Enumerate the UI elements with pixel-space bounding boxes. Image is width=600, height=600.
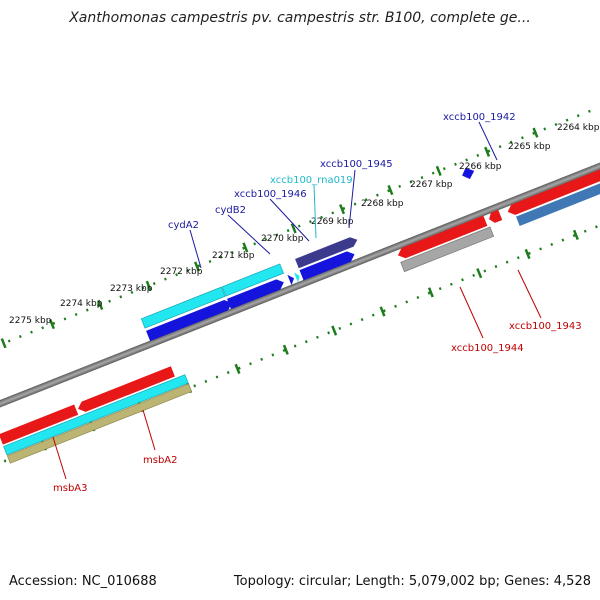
scale-label: 2268 kbp: [361, 199, 404, 209]
callout-xccb100_1946: [269, 198, 310, 242]
scale-label: 2269 kbp: [311, 217, 354, 227]
tick-mark: [0, 338, 7, 349]
gene-label-xccb100_1945[interactable]: xccb100_1945: [320, 159, 393, 170]
topology-text: Topology: circular; Length: 5,079,002 bp…: [233, 574, 591, 589]
gene-red-right[interactable]: [506, 162, 600, 217]
tick-mark: [387, 184, 394, 196]
gene-xccb100_1943[interactable]: [487, 209, 503, 225]
scale-label: 2267 kbp: [410, 180, 453, 190]
tick-mark: [476, 268, 483, 279]
callout-msbA2: [142, 409, 156, 451]
tick-mark: [532, 127, 539, 138]
gene-cydA2[interactable]: [140, 286, 226, 329]
scale-label: 2275 kbp: [9, 316, 52, 326]
scale-label: 2270 kbp: [261, 234, 304, 244]
accession-text: Accession: NC_010688: [9, 574, 157, 589]
tick-mark: [97, 299, 104, 311]
scale-label: 2274 kbp: [60, 299, 103, 309]
callout-xccb100_1943: [517, 269, 542, 319]
gene-label-xccb100_1944[interactable]: xccb100_1944: [451, 343, 524, 354]
callout-xccb100_1945: [348, 169, 356, 229]
tick-mark: [339, 204, 346, 215]
map-title: Xanthomonas campestris pv. campestris st…: [69, 10, 531, 26]
tick-mark: [524, 248, 531, 260]
scale-label: 2272 kbp: [160, 267, 203, 277]
callout-cydA2: [189, 229, 202, 269]
tick-mark: [435, 165, 442, 177]
callout-cydB2: [227, 214, 271, 255]
tick-mark: [242, 242, 249, 253]
gene-msbA2[interactable]: [3, 374, 189, 456]
tick-mark: [331, 325, 338, 336]
map-frame: [0, 107, 600, 464]
gene-red-left-2[interactable]: [76, 366, 175, 414]
upper-major-ticks: [0, 127, 539, 349]
gene-steel-right[interactable]: [516, 174, 600, 226]
gene-label-cydA2[interactable]: cydA2: [168, 220, 199, 231]
gene-blue-arrow-1[interactable]: [146, 298, 234, 342]
callout-msbA3: [52, 436, 67, 480]
gene-label-msbA3[interactable]: msbA3: [53, 483, 88, 494]
gene-labels: cydA2 cydB2 xccb100_1946 xccb100_rna019 …: [53, 112, 582, 494]
genome-backbone: [0, 156, 600, 414]
reverse-strand-left: [0, 366, 193, 464]
tick-mark: [282, 344, 289, 355]
scale-label: 2271 kbp: [212, 251, 255, 261]
tick-mark: [194, 261, 201, 272]
gene-msbA3[interactable]: [6, 383, 193, 464]
tick-mark: [234, 363, 241, 375]
gene-label-xccb100_1942[interactable]: xccb100_1942: [443, 112, 516, 123]
scale-label: 2273 kbp: [110, 284, 153, 294]
tick-mark: [48, 318, 55, 330]
scale-label: 2265 kbp: [508, 142, 551, 152]
gene-label-msbA2[interactable]: msbA2: [143, 455, 178, 466]
callout-lines: [52, 121, 542, 480]
gene-label-cydB2[interactable]: cydB2: [215, 205, 246, 216]
callout-xccb100_1944: [459, 286, 484, 339]
gene-blue-arrow-2[interactable]: [226, 277, 286, 310]
callout-rna019: [313, 184, 317, 239]
tick-mark: [145, 280, 152, 291]
scale-label: 2266 kbp: [459, 162, 502, 172]
tick-mark: [572, 229, 579, 241]
scale-label: 2264 kbp: [557, 123, 600, 133]
gene-xccb100_1945[interactable]: [295, 235, 359, 269]
gene-xccb100_1944[interactable]: [400, 226, 495, 273]
gene-xccb100_1942[interactable]: [460, 165, 477, 181]
tick-mark: [427, 287, 434, 298]
callout-xccb100_1942: [478, 121, 498, 161]
gene-label-xccb100_1946[interactable]: xccb100_1946: [234, 189, 307, 200]
gene-label-xccb100_1943[interactable]: xccb100_1943: [509, 321, 582, 332]
gene-rna019[interactable]: [293, 271, 302, 283]
tick-mark: [484, 146, 491, 157]
reverse-strand-right: [396, 162, 600, 273]
tick-mark: [379, 306, 386, 317]
scale-labels: 2275 kbp 2274 kbp 2273 kbp 2272 kbp 2271…: [9, 123, 600, 326]
gene-cydB2[interactable]: [221, 263, 284, 297]
gene-red-left-1[interactable]: [0, 404, 79, 445]
gene-small-blue-1[interactable]: [287, 273, 296, 286]
gene-label-xccb100_rna019[interactable]: xccb100_rna019: [270, 175, 353, 186]
gene-xccb100_1944-red[interactable]: [396, 215, 488, 261]
forward-strand-features: [140, 165, 477, 342]
tick-mark: [290, 223, 297, 234]
gene-blue-arrow-3[interactable]: [299, 249, 356, 281]
